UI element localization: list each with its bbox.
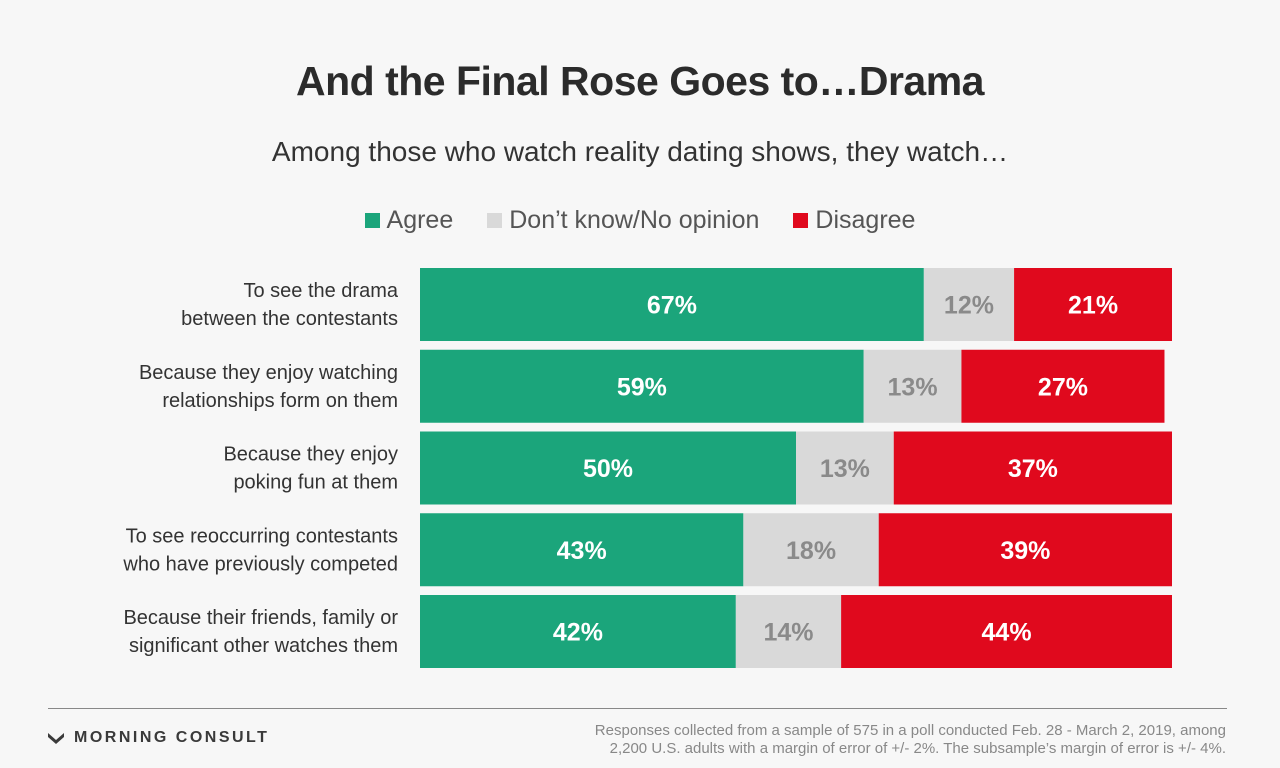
data-label: 13% xyxy=(888,373,938,401)
bar-segment-dont-know xyxy=(863,349,962,423)
brand-name: MORNING CONSULT xyxy=(74,729,270,746)
chart-subtitle: Among those who watch reality dating sho… xyxy=(271,136,1009,167)
legend-swatch-disagree xyxy=(793,213,809,228)
legend-item-agree: Agree xyxy=(364,206,454,235)
category-label: To see reoccurring contestants xyxy=(126,525,398,547)
bar-segment-agree xyxy=(420,595,736,668)
bar-segment-agree xyxy=(420,349,864,423)
bar-segment-agree xyxy=(420,268,924,341)
legend-item-dont-know: Don’t know/No opinion xyxy=(487,206,759,235)
bar-segment-disagree xyxy=(961,349,1165,423)
morning-consult-logo-icon xyxy=(48,733,64,744)
category-label: significant other watches them xyxy=(129,635,398,657)
legend-item-disagree: Disagree xyxy=(793,206,915,235)
bar-segment-disagree xyxy=(841,595,1172,668)
data-label: 21% xyxy=(1068,292,1118,320)
legend-swatch-dont-know xyxy=(487,213,503,228)
bar-segment-agree xyxy=(420,431,796,505)
bar-segment-disagree xyxy=(878,513,1172,587)
legend: Agree Don’t know/No opinion Disagree xyxy=(0,206,1280,235)
bar-segment-dont-know xyxy=(743,513,879,587)
data-label: 39% xyxy=(1000,537,1050,565)
data-label: 27% xyxy=(1038,373,1088,401)
stacked-bar-chart: To see the drama between the contestants 6… xyxy=(122,268,1172,668)
brand-logo: MORNING CONSULT xyxy=(48,729,269,747)
footer-divider xyxy=(48,708,1227,709)
data-label: 12% xyxy=(944,292,994,320)
category-label: poking fun at them xyxy=(233,472,398,494)
data-label: 44% xyxy=(982,619,1032,647)
category-label: who have previously competed xyxy=(122,553,398,575)
category-label: Because they enjoy xyxy=(223,444,398,466)
bar-segment-agree xyxy=(420,513,744,587)
data-label: 37% xyxy=(1008,455,1058,483)
bar-segment-disagree xyxy=(1014,268,1172,341)
bar-segment-disagree xyxy=(893,431,1172,505)
legend-swatch-agree xyxy=(364,213,380,228)
methodology-note-line-1: Responses collected from a sample of 575… xyxy=(594,722,1226,739)
data-label: 13% xyxy=(820,455,870,483)
category-label: To see the drama xyxy=(243,280,398,302)
category-label: Because their friends, family or xyxy=(123,607,398,629)
data-label: 18% xyxy=(786,537,836,565)
data-label: 42% xyxy=(553,619,603,647)
category-label: Because they enjoy watching xyxy=(139,362,398,384)
data-label: 14% xyxy=(763,619,813,647)
data-label: 43% xyxy=(557,537,607,565)
bar-segment-dont-know xyxy=(735,595,842,668)
legend-label-disagree: Disagree xyxy=(815,206,916,234)
data-label: 67% xyxy=(647,292,697,320)
methodology-note-line-2: 2,200 U.S. adults with a margin of error… xyxy=(609,740,1226,757)
category-label: between the contestants xyxy=(181,308,398,330)
bar-segment-dont-know xyxy=(923,268,1015,341)
methodology-note: Responses collected from a sample of 575… xyxy=(506,722,1226,758)
chart-title: And the Final Rose Goes to…Drama xyxy=(296,58,984,104)
bar-segment-dont-know xyxy=(796,431,894,505)
category-label: relationships form on them xyxy=(162,390,398,412)
data-label: 59% xyxy=(617,373,667,401)
legend-label-dont-know: Don’t know/No opinion xyxy=(509,206,760,234)
data-label: 50% xyxy=(583,455,633,483)
legend-label-agree: Agree xyxy=(386,206,454,234)
